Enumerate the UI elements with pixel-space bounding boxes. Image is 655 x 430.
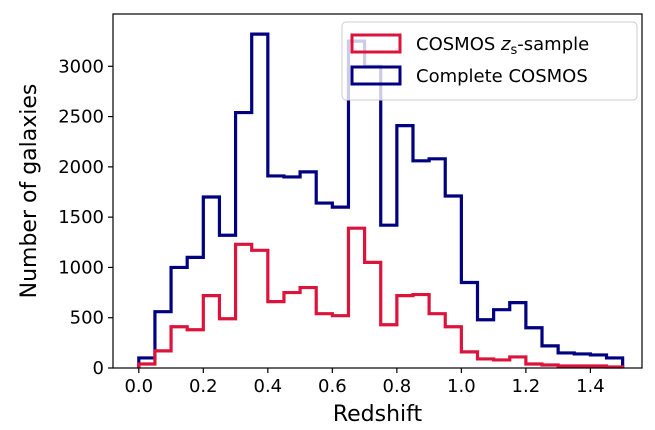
y-tick-label: 1500 [58,207,104,228]
y-axis-title: Number of galaxies [17,84,42,299]
x-tick-label: 0.4 [254,376,283,397]
y-tick-label: 2000 [58,157,104,178]
plot-frame [112,13,643,369]
legend-label-complete-cosmos: Complete COSMOS [416,66,588,87]
y-tick-label: 500 [70,308,104,329]
legend-swatch-complete-cosmos [350,65,402,86]
y-tick-label: 1000 [58,257,104,278]
legend-label-cosmos-zs-sample: COSMOS zs-sample [416,34,589,58]
axes [112,13,643,369]
x-tick-label: 0.2 [189,376,218,397]
y-tick-label: 2500 [58,107,104,128]
x-tick-label: 0.6 [318,376,347,397]
x-tick-label: 0.0 [124,376,153,397]
x-tick-label: 1.4 [576,376,605,397]
legend: COSMOS zs-sample Complete COSMOS [341,21,638,101]
histogram-series-cosmos-zs-sample [137,226,625,369]
y-tick-label: 3000 [58,56,104,77]
y-tick-label: 0 [93,358,104,379]
histogram-steps [137,32,625,369]
x-tick-label: 0.8 [383,376,412,397]
legend-frame [341,21,638,101]
x-tick-label: 1.0 [447,376,476,397]
legend-swatch-cosmos-zs-sample [350,33,402,54]
x-tick-label: 1.2 [512,376,541,397]
axis-ticks: 0.0 0.2 0.4 0.6 0.8 1.0 1.2 1.4 0 500 1000 1500 2000… [58,56,605,397]
x-axis-title: Redshift [333,402,423,427]
histogram-series-complete-cosmos [137,32,625,368]
